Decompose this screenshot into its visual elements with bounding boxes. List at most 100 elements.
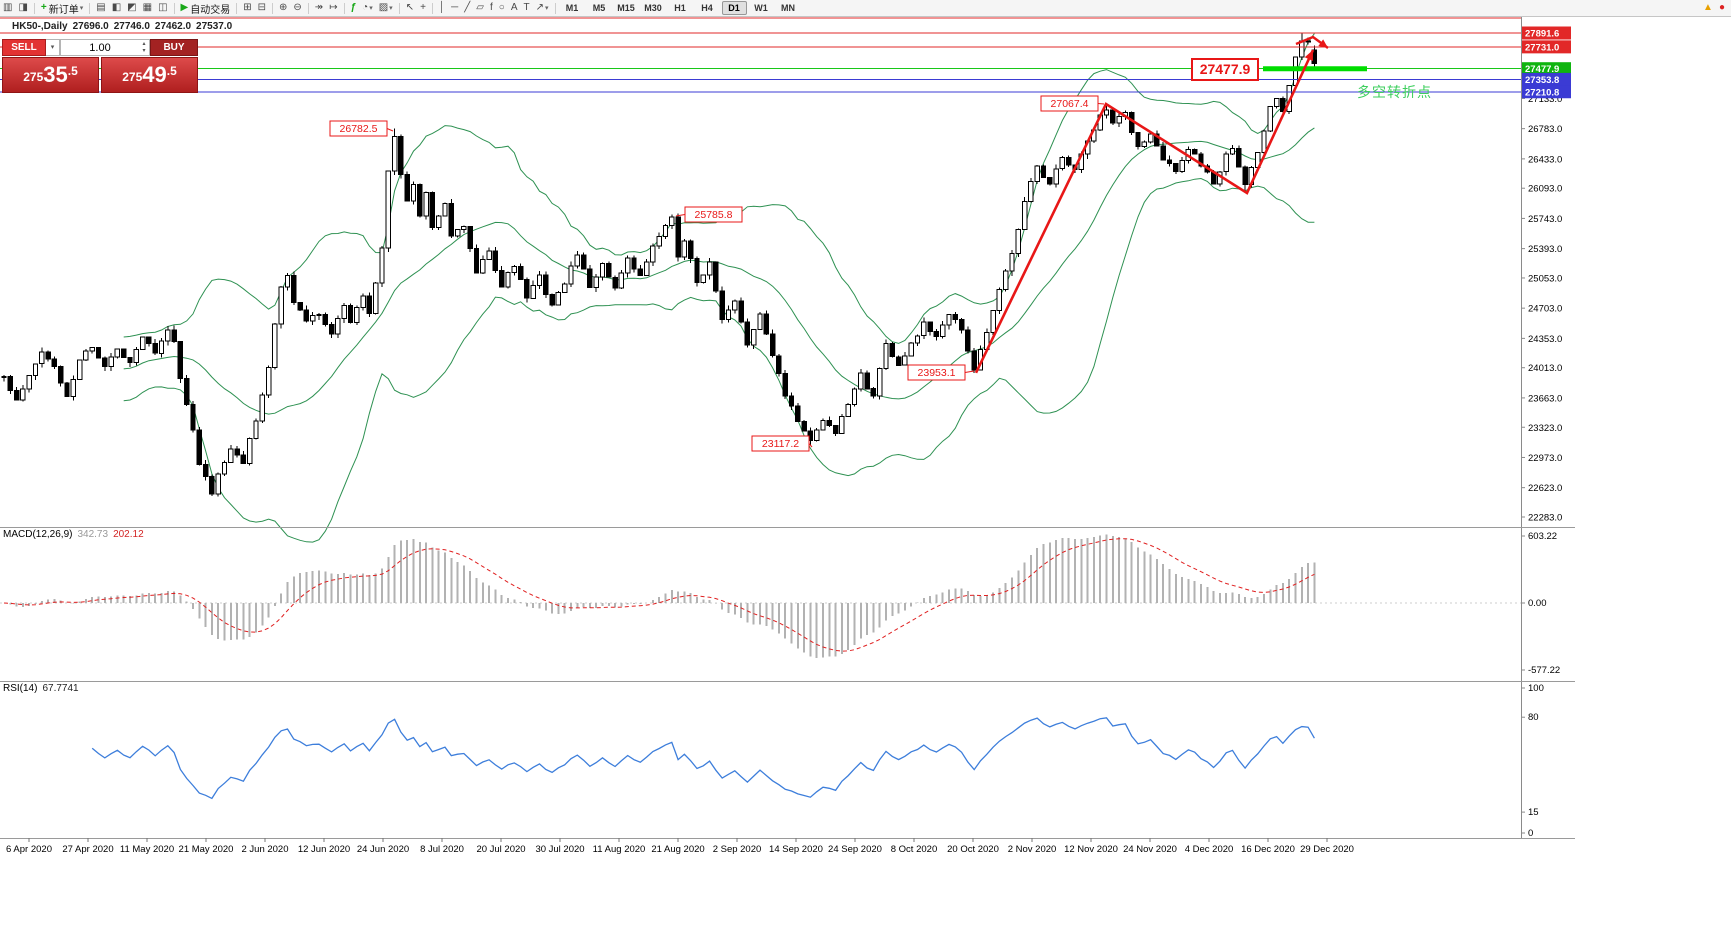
new-order-glyph: + bbox=[40, 2, 47, 13]
new-order-button[interactable]: + 新订单 ▾ bbox=[39, 1, 85, 16]
timeframe-m30[interactable]: M30 bbox=[644, 3, 662, 13]
date-axis-label: 2 Sep 2020 bbox=[713, 844, 762, 855]
chart-header: HK50-,Daily 27696.0 27746.0 27462.0 27537.0 bbox=[12, 21, 237, 32]
volume-input[interactable]: 1.00 ▴ ▾ bbox=[60, 39, 150, 56]
channel-icon-glyph: ▱ bbox=[476, 2, 484, 13]
zoom-out-icon[interactable]: ⊖ bbox=[291, 1, 303, 15]
price-axis-label: 23323.0 bbox=[1528, 423, 1562, 434]
date-axis-label: 12 Nov 2020 bbox=[1064, 844, 1118, 855]
bollinger-bands bbox=[123, 33, 1315, 543]
chart-canvas[interactable]: 26782.5 25785.8 27067.4 23953.1 23117.2 27477… bbox=[0, 16, 1731, 944]
date-axis-label: 12 Jun 2020 bbox=[298, 844, 350, 855]
strategy-tester-icon[interactable]: ◫ bbox=[156, 1, 169, 15]
trend-zigzag-line[interactable] bbox=[974, 49, 1315, 374]
fibonacci-icon[interactable]: f bbox=[488, 1, 495, 15]
price-callout-box[interactable] bbox=[1040, 95, 1099, 112]
chart-window[interactable]: 26782.5 25785.8 27067.4 23953.1 23117.2 27477… bbox=[0, 16, 1731, 944]
template-icon-caret: ▾ bbox=[389, 5, 393, 12]
new-chart-icon[interactable]: ▥ bbox=[1, 1, 14, 15]
channel-icon[interactable]: ▱ bbox=[474, 1, 486, 15]
label-icon-glyph: T bbox=[523, 2, 530, 13]
price-callout-box[interactable] bbox=[329, 120, 388, 137]
arrows-icon[interactable]: ↗ ▾ bbox=[534, 1, 551, 15]
timeframe-m15[interactable]: M15 bbox=[617, 3, 635, 13]
price-axis[interactable] bbox=[1521, 16, 1575, 838]
toolbar: ▥ ◨ + 新订单 ▾ ▤ ◧ ◩ ▦ ◫ ▶ 自动交易 ⊞ ⊟ ⊕ ⊖ ↠ ↦ ƒ ◔ ▾ ▨ ▾ ↖ + │ ─ ╱ ▱ f ○ A T ↗ ▾… bbox=[0, 0, 1731, 17]
navigator-icon[interactable]: ◩ bbox=[125, 1, 138, 15]
timeframe-w1[interactable]: W1 bbox=[754, 3, 768, 13]
macd-axis-label: 603.22 bbox=[1528, 531, 1557, 542]
crosshair-icon[interactable]: + bbox=[418, 1, 428, 15]
price-callout-text: 25785.8 bbox=[695, 209, 733, 221]
profiles-icon-glyph: ◨ bbox=[18, 2, 28, 13]
bid-price[interactable]: 275 35.5 bbox=[2, 57, 99, 93]
order-type-dropdown[interactable]: ▾ bbox=[46, 39, 60, 56]
timeframe-m5[interactable]: M5 bbox=[592, 3, 606, 13]
volume-stepper[interactable]: ▴ ▾ bbox=[139, 41, 149, 55]
timeframe-h1[interactable]: H1 bbox=[674, 3, 686, 13]
alert-icon[interactable]: ▲ bbox=[1701, 1, 1715, 15]
bid-big: 35 bbox=[43, 62, 68, 87]
rsi-label: RSI(14) 67.7741 bbox=[3, 683, 79, 694]
data-window-icon[interactable]: ◧ bbox=[110, 1, 123, 15]
label-icon[interactable]: T bbox=[521, 1, 531, 15]
cascade-windows-icon[interactable]: ⊟ bbox=[256, 1, 268, 15]
price-callout-box[interactable] bbox=[751, 435, 810, 452]
text-icon[interactable]: A bbox=[509, 1, 520, 15]
shapes-icon[interactable]: ○ bbox=[497, 1, 507, 15]
timeframe-m1[interactable]: M1 bbox=[565, 3, 579, 13]
timeframe-h4[interactable]: H4 bbox=[701, 3, 713, 13]
timeframe-mn[interactable]: MN bbox=[781, 3, 795, 13]
time-axis[interactable] bbox=[0, 838, 1575, 857]
profiles-icon[interactable]: ◨ bbox=[16, 1, 29, 15]
price-axis-label: 26783.0 bbox=[1528, 124, 1562, 135]
rsi-value: 67.7741 bbox=[42, 683, 79, 694]
sell-button[interactable]: SELL bbox=[2, 39, 46, 56]
vertical-line-icon[interactable]: │ bbox=[437, 1, 447, 15]
autotrading-button[interactable]: ▶ 自动交易 bbox=[179, 1, 233, 16]
volume-value: 1.00 bbox=[89, 41, 111, 54]
key-level-box[interactable] bbox=[1191, 58, 1259, 81]
ohlc-high: 27746.0 bbox=[113, 21, 150, 32]
spinner-up-icon[interactable]: ▴ bbox=[142, 40, 146, 47]
cursor-icon[interactable]: ↖ bbox=[404, 1, 416, 15]
horizontal-line-icon[interactable]: ─ bbox=[449, 1, 460, 15]
indicators-icon[interactable]: ƒ bbox=[349, 1, 359, 15]
period-icon[interactable]: ◔ ▾ bbox=[360, 1, 375, 15]
price-callout-box[interactable] bbox=[684, 206, 743, 223]
trendline-icon[interactable]: ╱ bbox=[462, 1, 472, 15]
date-axis-label: 24 Nov 2020 bbox=[1123, 844, 1177, 855]
macd-axis-label: 0.00 bbox=[1528, 598, 1547, 609]
auto-scroll-icon[interactable]: ↠ bbox=[313, 1, 325, 15]
price-axis-label: 23663.0 bbox=[1528, 393, 1562, 404]
buy-button[interactable]: BUY bbox=[150, 39, 198, 56]
date-axis-label: 14 Sep 2020 bbox=[769, 844, 823, 855]
candles bbox=[1, 33, 1318, 497]
template-icon[interactable]: ▨ ▾ bbox=[377, 1, 395, 15]
zoom-in-icon[interactable]: ⊕ bbox=[277, 1, 289, 15]
date-axis-label: 21 May 2020 bbox=[179, 844, 234, 855]
macd-signal-line bbox=[3, 538, 1315, 652]
data-window-icon-glyph: ◧ bbox=[111, 2, 122, 13]
price-callout-text: 27067.4 bbox=[1051, 98, 1089, 110]
new-order-button-label: 新订单 bbox=[48, 4, 79, 16]
trade-panel-controls: SELL ▾ 1.00 ▴ ▾ BUY bbox=[2, 39, 198, 56]
tile-windows-icon[interactable]: ⊞ bbox=[241, 1, 253, 15]
price-axis-label: 27133.0 bbox=[1528, 94, 1562, 105]
date-axis-label: 24 Jun 2020 bbox=[357, 844, 409, 855]
timeframe-d1[interactable]: D1 bbox=[721, 1, 747, 15]
ask-price[interactable]: 275 49.5 bbox=[101, 57, 198, 93]
toolbar-separator bbox=[33, 2, 35, 14]
price-callout-box[interactable] bbox=[907, 364, 966, 381]
price-tag-text: 27477.9 bbox=[1525, 64, 1559, 75]
price-tag bbox=[1522, 72, 1571, 86]
market-watch-icon-glyph: ▤ bbox=[96, 2, 106, 13]
zoom-out-icon-glyph: ⊖ bbox=[293, 2, 302, 13]
period-icon-glyph: ◔ bbox=[362, 2, 369, 13]
macd-main-value: 342.73 bbox=[77, 529, 109, 540]
spinner-down-icon[interactable]: ▾ bbox=[142, 47, 146, 54]
terminal-icon[interactable]: ▦ bbox=[141, 1, 154, 15]
market-watch-icon[interactable]: ▤ bbox=[94, 1, 107, 15]
record-icon[interactable]: ● bbox=[1717, 1, 1727, 15]
chart-shift-icon[interactable]: ↦ bbox=[327, 1, 339, 15]
